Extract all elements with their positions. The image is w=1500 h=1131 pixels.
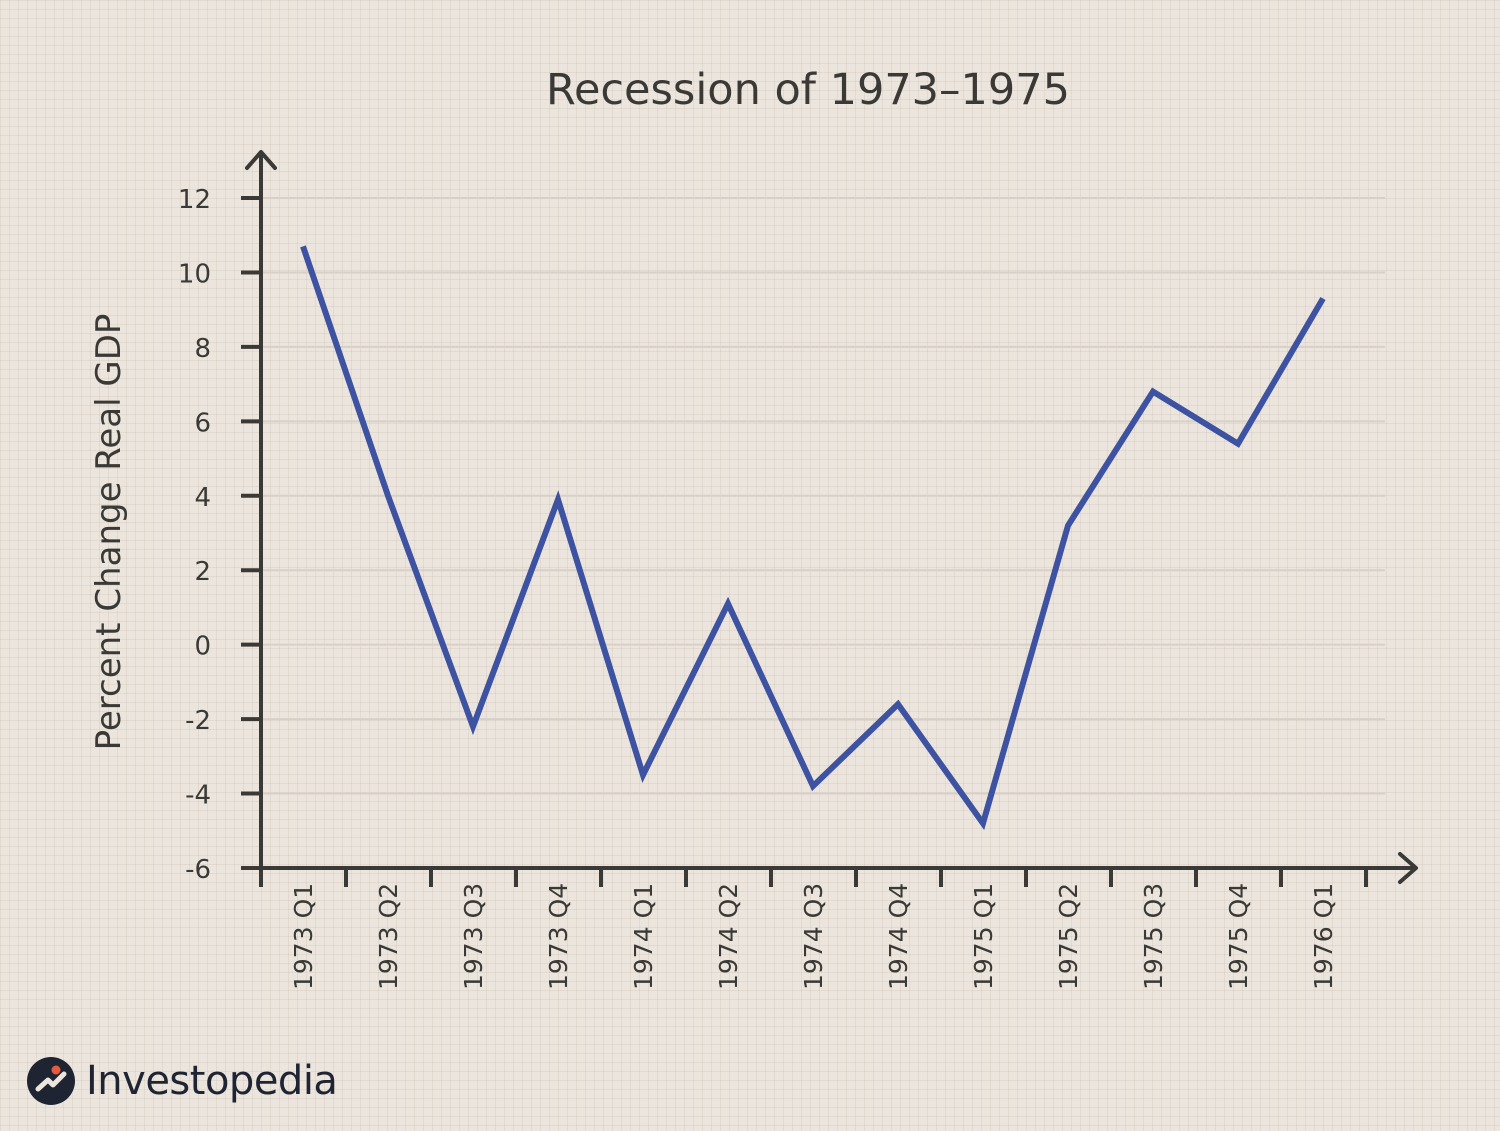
y-axis-arrow — [245, 150, 277, 170]
x-tick-label: 1974 Q1 — [629, 883, 658, 990]
y-axis-label: Percent Change Real GDP — [89, 314, 129, 751]
x-tick-label: 1973 Q1 — [289, 883, 318, 990]
x-tick-label: 1976 Q1 — [1309, 883, 1338, 990]
y-tick-label: -6 — [185, 855, 211, 885]
brand-logo: Investopedia — [26, 1052, 338, 1110]
x-tick-label: 1975 Q1 — [969, 883, 998, 990]
x-tick-label: 1975 Q4 — [1224, 883, 1253, 990]
y-tick-label: 10 — [178, 259, 211, 289]
x-tick-label: 1973 Q3 — [459, 883, 488, 990]
x-tick-label: 1975 Q2 — [1054, 883, 1083, 990]
y-tick-label: 4 — [194, 483, 211, 513]
gridlines — [261, 197, 1385, 795]
x-tick-label: 1974 Q3 — [799, 883, 828, 990]
y-tick-label: 0 — [194, 632, 211, 662]
y-tick-label: 2 — [194, 557, 211, 587]
series-line — [300, 245, 1326, 831]
series-group — [300, 245, 1326, 831]
investopedia-logo-icon — [27, 1057, 75, 1105]
x-axis-ticks: 1973 Q1 1973 Q2 1973 Q3 1973 Q4 1974 Q1 1974 … — [259, 868, 1368, 990]
y-tick-label: 8 — [194, 334, 211, 364]
y-tick-label: 12 — [178, 185, 211, 215]
x-tick-label: 1975 Q3 — [1139, 883, 1168, 990]
y-tick-label: -2 — [185, 706, 211, 736]
x-tick-label: 1974 Q4 — [884, 883, 913, 990]
brand-name: Investopedia — [86, 1058, 338, 1104]
x-tick-label: 1973 Q2 — [374, 883, 403, 990]
y-tick-label: 6 — [194, 408, 211, 438]
x-tick-label: 1974 Q2 — [714, 883, 743, 990]
y-tick-label: -4 — [185, 781, 211, 811]
x-tick-label: 1973 Q4 — [544, 883, 573, 990]
chart-title: Recession of 1973–1975 — [546, 65, 1070, 115]
x-axis-arrow — [1398, 852, 1418, 884]
y-axis-ticks: 12 10 8 6 4 2 0 -2 -4 -6 — [178, 185, 261, 885]
